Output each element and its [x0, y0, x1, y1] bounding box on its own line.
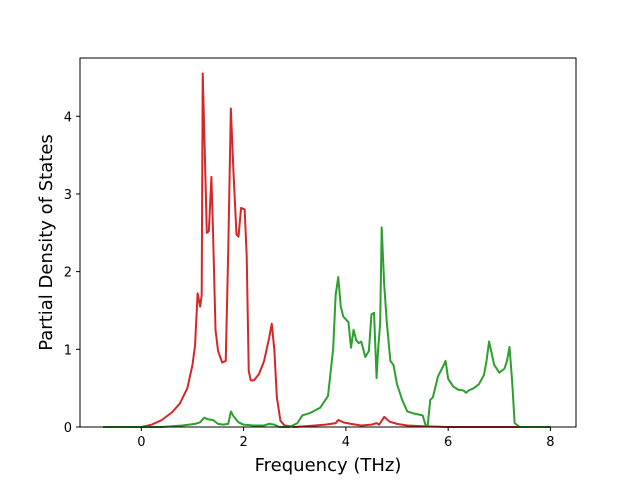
y-tick-label: 0: [64, 421, 72, 436]
x-tick-label: 6: [444, 435, 452, 450]
series-line-1: [103, 226, 551, 428]
y-axis-label: Partial Density of States: [36, 134, 57, 351]
axes-frame: [79, 57, 577, 428]
y-tick-label: 2: [64, 266, 72, 281]
series-line-0: [103, 72, 551, 428]
x-axis: 0 2 4 6 8: [137, 427, 555, 450]
x-tick-label: 0: [137, 435, 145, 450]
y-tick-label: 4: [64, 110, 72, 125]
x-axis-label: Frequency (THz): [255, 455, 402, 476]
y-axis: 0 1 2 3 4: [64, 110, 80, 436]
y-tick-label: 3: [64, 188, 72, 203]
plot-area: [103, 72, 551, 428]
y-tick-label: 1: [64, 343, 72, 358]
x-tick-label: 8: [546, 435, 554, 450]
x-tick-label: 2: [239, 435, 247, 450]
x-tick-label: 4: [342, 435, 350, 450]
